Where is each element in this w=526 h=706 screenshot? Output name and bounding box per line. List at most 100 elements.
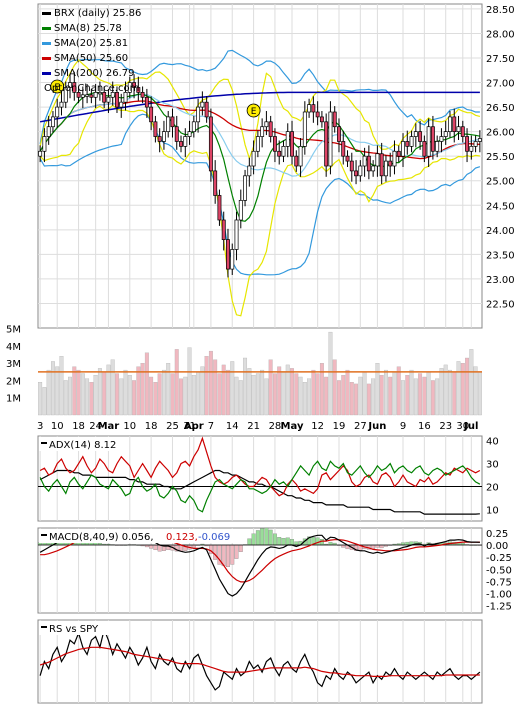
rs-series-line — [39, 627, 481, 691]
volume-bar — [230, 361, 235, 416]
candle-body — [477, 138, 482, 142]
volume-bar — [362, 371, 367, 416]
volume-bar — [179, 378, 183, 416]
candle-body — [413, 131, 418, 137]
rs-title-swatch — [41, 626, 47, 628]
candle-body — [311, 104, 316, 113]
bollinger-upper — [39, 49, 480, 145]
volume-bar — [298, 376, 303, 416]
candle-body — [298, 146, 303, 167]
x-axis-label: 7 — [208, 421, 214, 432]
candle-body — [290, 131, 294, 157]
candle-body — [426, 126, 431, 157]
volume-bar — [234, 376, 239, 416]
candle-body — [285, 131, 290, 147]
candle-body — [187, 131, 192, 137]
volume-bar — [477, 371, 482, 416]
candle-body — [443, 131, 448, 137]
volume-bar — [42, 387, 47, 416]
x-axis-label: 10 — [51, 421, 64, 432]
legend-label: SMA(200) 26.79 — [54, 68, 135, 79]
legend-label: SMA(20) 25.81 — [54, 38, 128, 49]
volume-bar — [341, 375, 346, 416]
candle-body — [396, 150, 401, 157]
candle-body — [196, 106, 201, 123]
volume-bar — [68, 376, 72, 416]
watermark-text: OptionChance.com — [44, 83, 139, 94]
volume-bar — [97, 368, 102, 416]
macd-histogram-bar — [260, 528, 265, 546]
candle-body — [328, 111, 333, 167]
macd-histogram-bar — [281, 538, 286, 546]
candle-body — [226, 239, 230, 270]
candle-body — [170, 116, 175, 128]
volume-bar — [208, 350, 213, 416]
earnings-marker-label: E — [54, 83, 60, 93]
volume-bar — [255, 373, 260, 416]
macd-histogram-bar — [149, 544, 154, 549]
legend-swatch — [42, 27, 51, 30]
candle-body — [392, 150, 397, 167]
candle-body — [247, 165, 252, 177]
macd-title-swatch — [41, 534, 47, 536]
volume-bar — [294, 373, 299, 416]
candle-body — [430, 126, 435, 152]
x-axis-label: 14 — [226, 421, 239, 432]
adx-y-tick: 20 — [486, 483, 499, 494]
volume-bar — [123, 369, 128, 416]
macd-histogram-bar — [328, 541, 333, 546]
volume-bar — [388, 376, 393, 416]
volume-bar — [430, 380, 435, 416]
macd-y-tick: -0.25 — [486, 553, 512, 564]
macd-histogram-bar — [272, 533, 277, 546]
volume-bar — [110, 359, 115, 416]
volume-bar — [379, 375, 384, 416]
price-y-tick: 26.50 — [486, 103, 515, 114]
candle-body — [358, 165, 363, 177]
legend-swatch — [42, 42, 51, 45]
candle-body — [217, 195, 222, 221]
candle-body — [281, 146, 286, 157]
volume-bar — [319, 363, 324, 416]
candle-body — [401, 141, 405, 157]
candle-body — [174, 126, 179, 142]
price-y-tick: 27.50 — [486, 54, 515, 65]
candle-body — [119, 101, 124, 108]
macd-histogram-bar — [226, 544, 230, 568]
rs-frame — [37, 619, 483, 704]
candle-body — [383, 160, 388, 177]
candle-body — [213, 170, 218, 196]
candle-body — [345, 155, 350, 162]
volume-bar — [460, 363, 465, 416]
volume-bar — [349, 382, 354, 416]
candle-body — [166, 116, 171, 132]
macd-histogram-bar — [251, 533, 256, 546]
candle-body — [42, 136, 47, 152]
adx-title: ADX(14) 8.12 — [49, 440, 116, 451]
volume-bar — [465, 357, 470, 416]
candle-body — [435, 141, 440, 152]
macd-histogram-bar — [234, 544, 239, 559]
candle-body — [337, 126, 341, 142]
candle-body — [405, 141, 410, 147]
legend-label: BRX (daily) 25.86 — [54, 8, 141, 19]
adx-y-tick: 30 — [486, 460, 499, 471]
volume-bar — [435, 378, 440, 416]
volume-bar — [144, 352, 149, 416]
volume-bar — [448, 369, 452, 416]
x-axis-label: 18 — [72, 421, 85, 432]
volume-bar — [443, 364, 448, 416]
candle-body — [315, 111, 320, 118]
candle-body — [89, 94, 94, 98]
volume-bar — [332, 359, 337, 416]
candle-body — [409, 136, 414, 147]
candle-body — [302, 111, 307, 147]
candle-body — [208, 116, 213, 172]
volume-bar — [102, 371, 107, 416]
candle-body — [230, 249, 235, 270]
volume-bar — [63, 380, 68, 416]
volume-bar — [285, 364, 290, 416]
adx-title-bg — [39, 437, 123, 451]
candle-body — [277, 150, 282, 157]
volume-bar — [243, 357, 248, 416]
